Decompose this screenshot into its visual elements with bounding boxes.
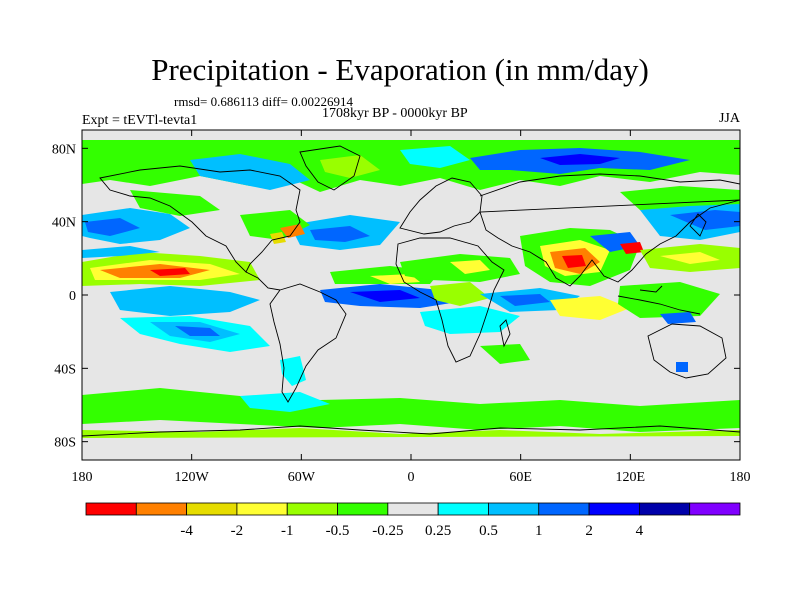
field-darkblue-siberia [540, 154, 620, 165]
colorbar-box [538, 502, 590, 516]
field-red-tpacific-n [150, 268, 190, 276]
coast-greenland [299, 145, 361, 191]
colorbar-box [186, 502, 238, 516]
colorbar-label: -2 [231, 523, 244, 539]
field-darkblue-npacific-e [670, 210, 740, 230]
field-yellow-wpacific [660, 252, 720, 264]
period-text: 1708kyr BP - 0000kyr BP [322, 106, 468, 121]
field-darkblue-npacific-w [85, 218, 140, 236]
colorbar: -4 -2 -1 -0.5 -0.25 0.25 0.5 1 2 4 [85, 502, 741, 539]
coastlines [82, 145, 740, 437]
colorbar-label: -1 [281, 523, 294, 539]
y-tick-label: 40N [52, 216, 76, 231]
field-darkblue-spacific [175, 326, 220, 336]
field-red-india [562, 255, 586, 268]
x-tick-label: 120W [175, 470, 210, 485]
field-green-antarctic-edge [82, 428, 740, 438]
coast-antarctica [82, 425, 740, 437]
colorbar-label: -0.5 [326, 523, 350, 539]
field-orange-gulf [280, 224, 305, 238]
field-yellow-indian [550, 296, 630, 320]
coast-madagascar [499, 319, 511, 348]
colorbar-box [337, 502, 389, 516]
colorbar-box [638, 502, 691, 516]
field-blue-australia [676, 362, 688, 372]
y-tick-label: 40S [54, 362, 76, 377]
field-darkblue-indian-eq [500, 294, 550, 306]
colorbar-box [689, 502, 741, 516]
x-tick-label: 60E [509, 470, 532, 485]
season-label: JJA [718, 111, 740, 126]
field-cyan-southern-ocean [240, 392, 330, 412]
rmsd-diff-text: rmsd= 0.686113 diff= 0.00226914 [174, 94, 353, 109]
colorbar-label: 0.25 [425, 523, 451, 539]
field-red-china [620, 242, 644, 254]
colorbar-box [488, 502, 540, 516]
coast-africa [395, 237, 505, 363]
field-blue-tpacific-n-edge [82, 246, 160, 258]
colorbar-box [135, 502, 188, 516]
colorbar-box [437, 502, 489, 516]
colorbar-label: -0.25 [372, 523, 403, 539]
coast-central-america [245, 271, 281, 291]
field-cyan-tatlantic-s [420, 306, 520, 334]
y-tick-label: 0 [69, 289, 76, 304]
field-yellow-gulf [270, 232, 286, 244]
field-cyan-arctic-ocean [400, 146, 470, 168]
field-darkblue-tatlantic [350, 290, 420, 302]
coast-europe [399, 177, 483, 235]
colorbar-box [85, 502, 137, 516]
y-tick-label: 80S [54, 436, 76, 451]
colorbar-box [286, 502, 338, 516]
experiment-label: Expt = tEVTl-tevta1 [82, 113, 198, 128]
colorbar-label: 2 [585, 523, 593, 539]
x-tick-label: 0 [408, 470, 415, 485]
coast-indonesia [617, 285, 701, 315]
field-green-africa-central [430, 282, 490, 306]
field-blue-indonesia [660, 312, 696, 324]
x-tick-label: 180 [730, 470, 751, 485]
x-tick-label: 180 [72, 470, 93, 485]
colorbar-label: 0.5 [479, 523, 498, 539]
colorbar-box [236, 502, 288, 516]
field-blue-canada [190, 154, 310, 190]
colorbar-label: -4 [180, 523, 193, 539]
field-yellow-tatlantic-n [370, 274, 420, 284]
field-blue-tpacific-eq [110, 286, 260, 316]
colorbar-label: 1 [535, 523, 543, 539]
field-darkblue-natlantic [310, 226, 370, 242]
field-green-npacific [130, 190, 220, 216]
coast-south-america [269, 283, 347, 403]
field-green-indonesia [618, 282, 720, 318]
field-cyan-patagonia [280, 356, 306, 386]
coast-north-america [99, 165, 301, 273]
y-tick-label: 80N [52, 142, 76, 157]
field-green-greenland-sea [320, 155, 380, 178]
coast-japan [689, 213, 707, 237]
coast-asia [479, 173, 740, 287]
colorbar-box [387, 502, 439, 516]
field-green-safrica [480, 344, 530, 364]
x-tick-label: 120E [616, 470, 646, 485]
colorbar-label: 4 [636, 523, 644, 539]
field-yellow-sahel [450, 260, 490, 274]
coast-australia [647, 323, 727, 379]
plot-title: Precipitation - Evaporation (in mm/day) [151, 52, 649, 87]
colorbar-box [588, 502, 640, 516]
x-tick-label: 60W [288, 470, 316, 485]
map-axes: 180 120W 60W 0 60E 120E 180 80N 40N 0 40S 80S [52, 129, 751, 485]
